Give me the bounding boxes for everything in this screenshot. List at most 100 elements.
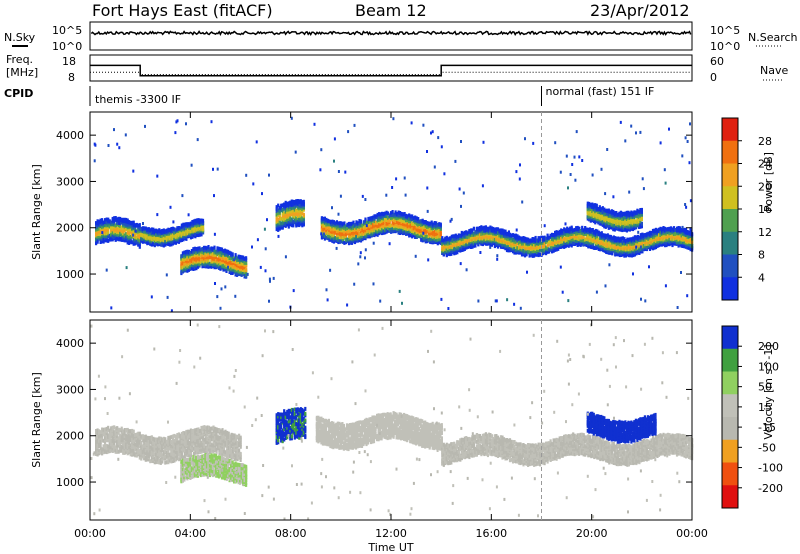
nave-tick-bottom: 0 <box>710 71 717 84</box>
heatmap-cell <box>384 226 387 231</box>
heatmap-cell <box>177 231 180 236</box>
heatmap-cell <box>356 233 360 238</box>
heatmap-cell <box>493 227 496 232</box>
heatmap-cell <box>444 239 447 244</box>
heatmap-cell <box>450 243 453 248</box>
heatmap-cell <box>326 236 329 241</box>
heatmap-cell <box>117 223 120 228</box>
heatmap-cell <box>454 246 457 251</box>
heatmap-cell <box>451 238 454 243</box>
heatmap-cell <box>587 234 590 238</box>
heatmap-cell <box>573 155 576 159</box>
heatmap-cell <box>415 221 418 226</box>
heatmap-cell <box>364 217 367 222</box>
heatmap-cell <box>132 229 135 234</box>
heatmap-cell <box>328 222 331 227</box>
heatmap-cell <box>502 229 506 234</box>
heatmap-cell <box>239 269 242 274</box>
heatmap-cell <box>585 240 588 245</box>
heatmap-cell <box>471 228 474 233</box>
heatmap-cell <box>514 233 518 238</box>
heatmap-cell <box>337 240 340 245</box>
heatmap-cell <box>441 246 444 251</box>
heatmap-cell <box>596 231 599 236</box>
heatmap-cell <box>627 243 630 248</box>
heatmap-cell <box>201 253 204 258</box>
heatmap-cell <box>243 263 246 268</box>
heatmap-cell <box>367 223 370 228</box>
heatmap-cell <box>219 257 222 262</box>
heatmap-cell <box>587 240 590 245</box>
heatmap-cell <box>564 243 567 248</box>
heatmap-cell <box>516 241 519 246</box>
heatmap-cell <box>639 233 642 238</box>
heatmap-cell <box>418 219 421 224</box>
heatmap-cell <box>504 233 507 238</box>
heatmap-cell <box>408 233 411 238</box>
heatmap-cell <box>289 222 292 227</box>
heatmap-cell <box>338 235 341 239</box>
heatmap-cell <box>481 229 484 234</box>
heatmap-cell <box>387 228 390 233</box>
heatmap-cell <box>356 224 360 229</box>
heatmap-cell <box>198 255 201 260</box>
heatmap-cell <box>101 225 104 230</box>
heatmap-cell <box>293 207 296 212</box>
heatmap-cell <box>420 229 423 233</box>
heatmap-cell <box>207 245 210 249</box>
heatmap-cell <box>187 254 190 259</box>
heatmap-cell <box>192 247 195 252</box>
heatmap-cell <box>198 251 201 256</box>
heatmap-cell <box>301 223 304 228</box>
heatmap-cell <box>340 226 343 231</box>
heatmap-cell <box>101 239 104 244</box>
heatmap-cell <box>210 264 213 269</box>
heatmap-cell <box>361 223 364 228</box>
heatmap-cell <box>388 222 391 227</box>
heatmap-cell <box>465 242 468 247</box>
heatmap-cell <box>382 228 385 233</box>
heatmap-cell <box>552 240 555 245</box>
heatmap-cell <box>460 230 463 235</box>
heatmap-cell <box>184 250 187 255</box>
heatmap-cell <box>635 242 638 247</box>
heatmap-cell <box>217 262 221 267</box>
heatmap-cell <box>554 230 557 235</box>
heatmap-cell <box>187 257 190 262</box>
heatmap-cell <box>572 228 575 233</box>
heatmap-cell <box>575 238 578 243</box>
heatmap-cell <box>98 236 101 241</box>
heatmap-cell <box>243 260 246 265</box>
heatmap-cell <box>104 218 107 223</box>
heatmap-cell <box>186 263 189 268</box>
heatmap-cell <box>207 263 210 268</box>
heatmap-cell <box>352 235 355 240</box>
heatmap-cell <box>519 236 522 241</box>
heatmap-cell <box>237 271 240 276</box>
heatmap-cell <box>588 242 591 247</box>
heatmap-cell <box>585 232 588 237</box>
heatmap-cell <box>626 239 629 244</box>
heatmap-cell <box>647 231 650 236</box>
heatmap-cell <box>237 257 240 262</box>
heatmap-cell <box>211 262 215 267</box>
heatmap-cell <box>374 220 378 225</box>
heatmap-cell <box>414 225 417 230</box>
heatmap-cell <box>208 255 212 260</box>
heatmap-cell <box>344 237 347 242</box>
heatmap-cell <box>438 233 441 238</box>
heatmap-cell <box>134 226 137 231</box>
heatmap-cell <box>606 236 609 241</box>
heatmap-cell <box>108 233 111 238</box>
heatmap-cell <box>122 217 125 222</box>
heatmap-cell <box>367 229 370 234</box>
heatmap-cell <box>394 219 397 224</box>
heatmap-cell <box>197 220 200 225</box>
heatmap-cell <box>192 250 195 254</box>
heatmap-cell <box>612 235 615 240</box>
heatmap-cell <box>537 245 540 250</box>
heatmap-cell <box>615 242 618 247</box>
heatmap-cell <box>644 233 647 237</box>
heatmap-cell <box>567 239 570 244</box>
heatmap-cell <box>371 222 375 227</box>
